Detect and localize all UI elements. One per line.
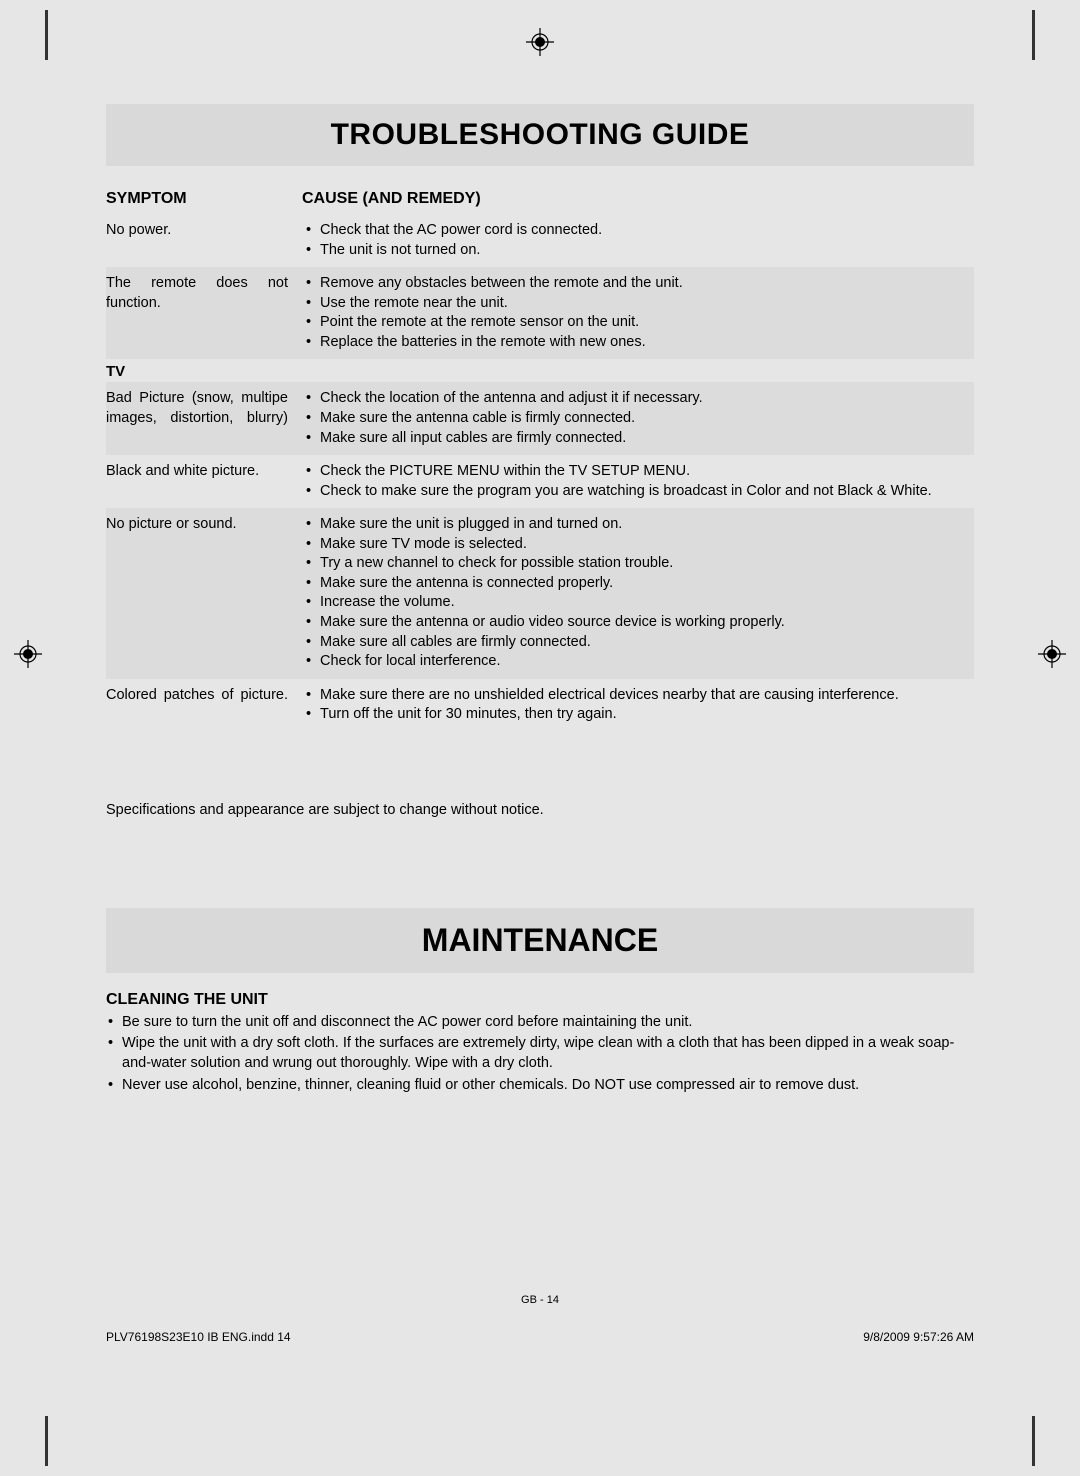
remedy-item: Check the location of the antenna and ad…: [302, 389, 974, 409]
table-row: No picture or sound.Make sure the unit i…: [106, 508, 974, 679]
remedy-item: Remove any obstacles between the remote …: [302, 274, 974, 294]
remedy-item: Make sure the unit is plugged in and tur…: [302, 515, 974, 535]
maintenance-title: MAINTENANCE: [106, 922, 974, 959]
symptom-cell: No power.: [106, 221, 302, 260]
cause-cell: Check the PICTURE MENU within the TV SET…: [302, 462, 974, 501]
remedy-item: Check the PICTURE MENU within the TV SET…: [302, 462, 974, 482]
header-symptom: SYMPTOM: [106, 190, 302, 208]
registration-mark-icon: [14, 640, 42, 668]
table-row: The remote does not function.Remove any …: [106, 267, 974, 359]
remedy-item: Check to make sure the program you are w…: [302, 482, 974, 502]
cleaning-list: Be sure to turn the unit off and disconn…: [106, 1013, 974, 1095]
content-area: TROUBLESHOOTING GUIDE SYMPTOM CAUSE (AND…: [106, 60, 974, 1416]
remedy-item: Point the remote at the remote sensor on…: [302, 313, 974, 333]
remedy-item: Replace the batteries in the remote with…: [302, 333, 974, 353]
registration-mark-icon: [526, 28, 554, 56]
cleaning-item: Be sure to turn the unit off and disconn…: [106, 1013, 974, 1033]
crop-mark: [45, 10, 48, 60]
symptom-cell: Colored patches of picture.: [106, 686, 302, 725]
remedy-item: Use the remote near the unit.: [302, 294, 974, 314]
remedy-item: Increase the volume.: [302, 593, 974, 613]
cause-cell: Remove any obstacles between the remote …: [302, 274, 974, 352]
cleaning-heading: CLEANING THE UNIT: [106, 991, 974, 1009]
crop-mark: [45, 1416, 48, 1466]
table-row: No power.Check that the AC power cord is…: [106, 214, 974, 267]
page-area: TROUBLESHOOTING GUIDE SYMPTOM CAUSE (AND…: [48, 60, 1032, 1416]
remedy-item: The unit is not turned on.: [302, 241, 974, 261]
page-number: GB - 14: [106, 1294, 974, 1306]
table-row: Black and white picture.Check the PICTUR…: [106, 455, 974, 508]
remedy-item: Make sure the antenna or audio video sou…: [302, 613, 974, 633]
troubleshooting-table: SYMPTOM CAUSE (AND REMEDY) No power.Chec…: [106, 190, 974, 732]
symptom-cell: The remote does not function.: [106, 274, 302, 352]
cause-cell: Check the location of the antenna and ad…: [302, 389, 974, 448]
remedy-item: Try a new channel to check for possible …: [302, 554, 974, 574]
cause-cell: Check that the AC power cord is connecte…: [302, 221, 974, 260]
remedy-item: Turn off the unit for 30 minutes, then t…: [302, 705, 974, 725]
table-headers: SYMPTOM CAUSE (AND REMEDY): [106, 190, 974, 208]
cleaning-item: Wipe the unit with a dry soft cloth. If …: [106, 1034, 974, 1073]
troubleshooting-title: TROUBLESHOOTING GUIDE: [106, 118, 974, 152]
cleaning-item: Never use alcohol, benzine, thinner, cle…: [106, 1076, 974, 1096]
table-row: Colored patches of picture.Make sure the…: [106, 679, 974, 732]
remedy-item: Check that the AC power cord is connecte…: [302, 221, 974, 241]
maintenance-title-bar: MAINTENANCE: [106, 908, 974, 973]
cause-cell: Make sure the unit is plugged in and tur…: [302, 515, 974, 672]
table-row: Bad Picture (snow, multipe images, disto…: [106, 382, 974, 455]
remedy-item: Make sure TV mode is selected.: [302, 535, 974, 555]
symptom-cell: No picture or sound.: [106, 515, 302, 672]
remedy-item: Make sure the antenna cable is firmly co…: [302, 409, 974, 429]
crop-mark: [1032, 10, 1035, 60]
spec-note: Specifications and appearance are subjec…: [106, 802, 974, 818]
footer-timestamp: 9/8/2009 9:57:26 AM: [863, 1330, 974, 1344]
header-cause: CAUSE (AND REMEDY): [302, 190, 974, 208]
tv-section-label: TV: [106, 363, 974, 380]
symptom-cell: Bad Picture (snow, multipe images, disto…: [106, 389, 302, 448]
cause-cell: Make sure there are no unshielded electr…: [302, 686, 974, 725]
crop-mark: [1032, 1416, 1035, 1466]
troubleshooting-title-bar: TROUBLESHOOTING GUIDE: [106, 104, 974, 166]
remedy-item: Make sure all cables are firmly connecte…: [302, 633, 974, 653]
remedy-item: Make sure the antenna is connected prope…: [302, 574, 974, 594]
remedy-item: Check for local interference.: [302, 652, 974, 672]
registration-mark-icon: [1038, 640, 1066, 668]
footer-filename: PLV76198S23E10 IB ENG.indd 14: [106, 1330, 291, 1344]
remedy-item: Make sure all input cables are firmly co…: [302, 429, 974, 449]
remedy-item: Make sure there are no unshielded electr…: [302, 686, 974, 706]
symptom-cell: Black and white picture.: [106, 462, 302, 501]
